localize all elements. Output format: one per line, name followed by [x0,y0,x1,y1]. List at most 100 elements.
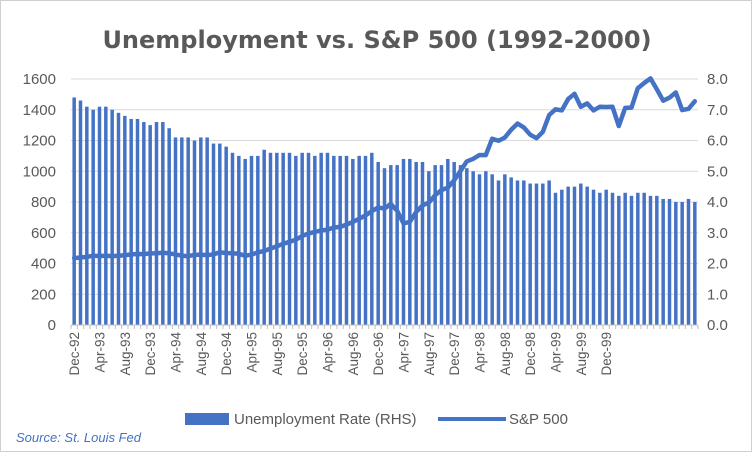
unemployment-bar [338,155,342,325]
unemployment-bar [534,183,539,325]
unemployment-bar [363,155,368,325]
unemployment-bar [566,186,570,325]
unemployment-bar [604,189,608,325]
x-tick-label: Aug-93 [118,332,133,376]
x-tick-label: Apr-97 [397,332,412,373]
x-tick-label: Dec-92 [67,332,82,376]
unemployment-bar [636,192,640,325]
unemployment-bar [395,165,399,325]
unemployment-bar [281,152,285,325]
unemployment-bar [357,155,361,325]
x-tick-label: Dec-99 [599,332,614,376]
x-tick-label: Apr-95 [245,332,260,373]
unemployment-bar [262,149,266,325]
unemployment-bar [471,171,475,325]
unemployment-bar [420,162,425,325]
unemployment-bar [667,198,672,325]
unemployment-bar [256,155,260,325]
unemployment-bar [85,106,89,325]
unemployment-bar [370,152,374,325]
unemployment-bar [458,165,463,325]
right-tick-label: 4.0 [707,194,728,211]
unemployment-bar [389,165,393,325]
unemployment-bar [648,195,653,325]
unemployment-bar [78,100,83,326]
left-tick-label: 800 [31,194,56,211]
left-tick-label: 600 [31,225,56,242]
unemployment-bar [275,152,279,325]
unemployment-bar [91,109,95,325]
unemployment-bar [452,162,456,325]
unemployment-bar [661,198,665,325]
unemployment-bar [72,97,76,325]
unemployment-bar [522,180,526,325]
right-axis: 0.0 1.0 2.0 3.0 4.0 5.0 6.0 7.0 8.0 [707,71,728,334]
left-tick-label: 1200 [23,133,56,150]
left-tick-label: 400 [31,256,56,273]
unemployment-bar [585,186,589,325]
unemployment-bar [110,109,114,325]
x-axis: Dec-92 Apr-93 Aug-93 Dec-93 Apr-94 Aug-94 Dec-… [67,324,699,376]
legend-label-unemployment: Unemployment Rate (RHS) [234,411,417,428]
unemployment-bar [572,186,577,325]
unemployment-bar [104,106,108,325]
chart-title: Unemployment vs. S&P 500 (1992-2000) [102,26,651,54]
x-tick-label: Dec-94 [219,332,234,376]
x-tick-label: Aug-95 [270,332,285,376]
unemployment-bar [579,183,583,325]
unemployment-bar [427,171,431,325]
unemployment-bar [186,137,190,325]
unemployment-bar [218,143,222,325]
unemployment-bar [382,168,387,325]
unemployment-bar [268,152,273,325]
x-tick-label: Dec-97 [447,332,462,376]
unemployment-bar [313,155,317,325]
unemployment-bar [674,202,678,325]
x-tick-label: Apr-96 [321,332,336,373]
right-tick-label: 8.0 [707,71,728,88]
left-tick-label: 1400 [23,102,56,119]
unemployment-bar [192,140,197,325]
x-tick-label: Aug-98 [498,332,513,376]
unemployment-bar [591,189,596,325]
right-tick-label: 7.0 [707,102,728,119]
x-tick-label: Apr-99 [549,332,564,373]
unemployment-bar [325,152,330,325]
unemployment-bar [547,180,551,325]
unemployment-bar [344,155,349,325]
right-tick-label: 6.0 [707,133,728,150]
unemployment-bar [509,177,513,325]
x-tick-label: Dec-98 [523,332,538,376]
x-tick-label: Apr-98 [473,332,488,373]
unemployment-bar [237,155,241,325]
unemployment-bar [249,155,254,325]
x-tick-label: Aug-99 [574,332,589,376]
unemployment-bar [154,122,159,325]
unemployment-bar [623,192,627,325]
left-tick-label: 1000 [23,163,56,180]
unemployment-bar [142,122,146,325]
right-tick-label: 1.0 [707,286,728,303]
unemployment-bar [243,158,247,325]
unemployment-bar [211,143,216,325]
left-tick-label: 200 [31,286,56,303]
unemployment-bar [129,118,133,325]
right-tick-label: 3.0 [707,225,728,242]
right-tick-label: 2.0 [707,256,728,273]
unemployment-bar [376,162,380,325]
unemployment-bar [230,152,235,325]
unemployment-bar [300,152,304,325]
unemployment-bar [199,137,203,325]
unemployment-bar [319,152,323,325]
unemployment-bar [642,192,646,325]
unemployment-bar [439,165,444,325]
unemployment-bar [477,174,482,325]
unemployment-bar [515,180,520,325]
unemployment-bar [414,162,418,325]
unemployment-bar [401,158,406,325]
unemployment-bar [528,183,532,325]
sp500-line [71,76,698,261]
unemployment-bar [446,158,450,325]
unemployment-bar [484,171,488,325]
